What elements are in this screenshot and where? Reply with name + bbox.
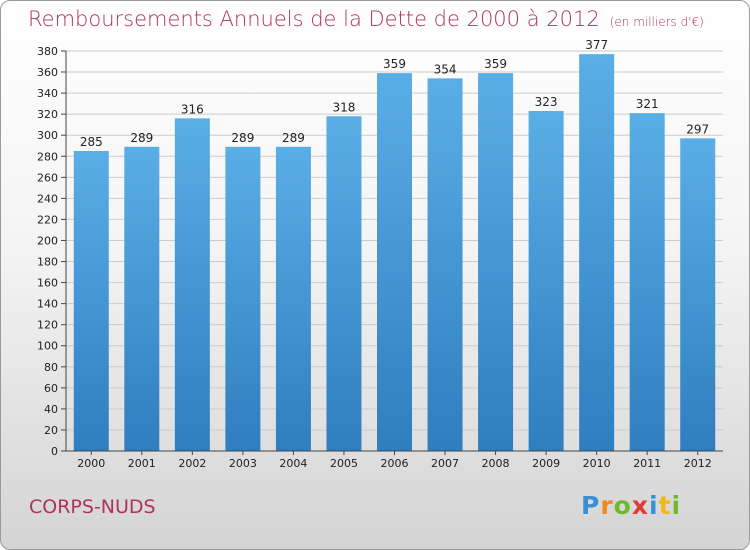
bar-2000 (73, 151, 109, 451)
value-label-2009: 323 (535, 95, 558, 109)
bar-2007 (427, 78, 463, 452)
logo-letter: i (649, 491, 659, 520)
bar-2004 (275, 146, 311, 451)
x-tick-label-2001: 2001 (128, 457, 156, 470)
y-tick-label: 0 (51, 445, 58, 458)
value-label-2006: 359 (383, 57, 406, 71)
value-label-2001: 289 (130, 131, 153, 145)
labels: 0 20 40 60 80 100 120 140 160 180 200 220 240 260 280 3… (37, 38, 712, 470)
bar-2011 (629, 113, 665, 452)
value-label-2008: 359 (484, 57, 507, 71)
logo-letter: r (600, 491, 614, 520)
bar-2001 (124, 146, 160, 451)
bar-2003 (225, 146, 261, 451)
y-tick-label: 260 (37, 171, 58, 184)
x-tick-label-2004: 2004 (279, 457, 307, 470)
y-tick-label: 200 (37, 234, 58, 247)
logo-letter: i (671, 491, 682, 520)
axes (61, 50, 723, 455)
chart-title-text: Remboursements Annuels de la Dette de 20… (28, 7, 600, 31)
bar-2009 (528, 111, 564, 451)
x-tick-label-2002: 2002 (178, 457, 206, 470)
bar-2006 (377, 73, 412, 452)
x-tick-label-2010: 2010 (583, 457, 611, 470)
x-tick-label-2007: 2007 (431, 457, 459, 470)
logo-letter: P (581, 491, 601, 520)
value-label-2010: 377 (585, 38, 608, 52)
value-label-2005: 318 (333, 100, 356, 114)
x-tick-label-2000: 2000 (77, 457, 105, 470)
x-tick-label-2005: 2005 (330, 457, 358, 470)
value-label-2003: 289 (231, 131, 254, 145)
chart-title: Remboursements Annuels de la Dette de 20… (28, 7, 704, 31)
y-tick-label: 220 (37, 213, 58, 226)
x-tick-label-2009: 2009 (532, 457, 560, 470)
bar-2010 (579, 54, 615, 451)
x-tick-label-2008: 2008 (482, 457, 510, 470)
x-tick-label-2006: 2006 (381, 457, 409, 470)
y-tick-label: 140 (37, 298, 58, 311)
value-label-2000: 285 (80, 135, 103, 149)
place-name: CORPS-NUDS (29, 496, 156, 518)
value-label-2011: 321 (636, 97, 659, 111)
value-label-2004: 289 (282, 131, 305, 145)
y-tick-label: 300 (37, 129, 58, 142)
y-tick-label: 340 (37, 87, 58, 100)
proxiti-logo: Proxiti (581, 491, 681, 520)
y-tick-label: 240 (37, 192, 58, 205)
bar-2008 (478, 73, 514, 452)
x-tick-label-2012: 2012 (684, 457, 712, 470)
value-label-2012: 297 (686, 122, 709, 136)
logo-letter: o (613, 491, 632, 520)
y-tick-label: 380 (37, 45, 58, 58)
y-tick-label: 80 (44, 361, 58, 374)
y-tick-label: 60 (44, 382, 58, 395)
y-tick-label: 40 (44, 403, 58, 416)
value-label-2002: 316 (181, 102, 204, 116)
bar-2012 (680, 138, 716, 452)
y-tick-label: 20 (44, 424, 58, 437)
y-tick-label: 180 (37, 256, 58, 269)
y-tick-label: 360 (37, 66, 58, 79)
y-tick-label: 160 (37, 277, 58, 290)
chart-unit: (en milliers d'€) (609, 15, 704, 29)
y-tick-label: 120 (37, 319, 58, 332)
y-tick-label: 100 (37, 340, 58, 353)
bar-2005 (326, 116, 362, 452)
y-tick-label: 320 (37, 108, 58, 121)
value-label-2007: 354 (434, 62, 457, 76)
bars (73, 54, 716, 452)
x-tick-label-2003: 2003 (229, 457, 257, 470)
logo-letter: t (658, 491, 672, 520)
logo-letter: x (631, 491, 649, 520)
bar-2002 (174, 118, 210, 452)
x-tick-label-2011: 2011 (633, 457, 661, 470)
y-tick-label: 280 (37, 150, 58, 163)
